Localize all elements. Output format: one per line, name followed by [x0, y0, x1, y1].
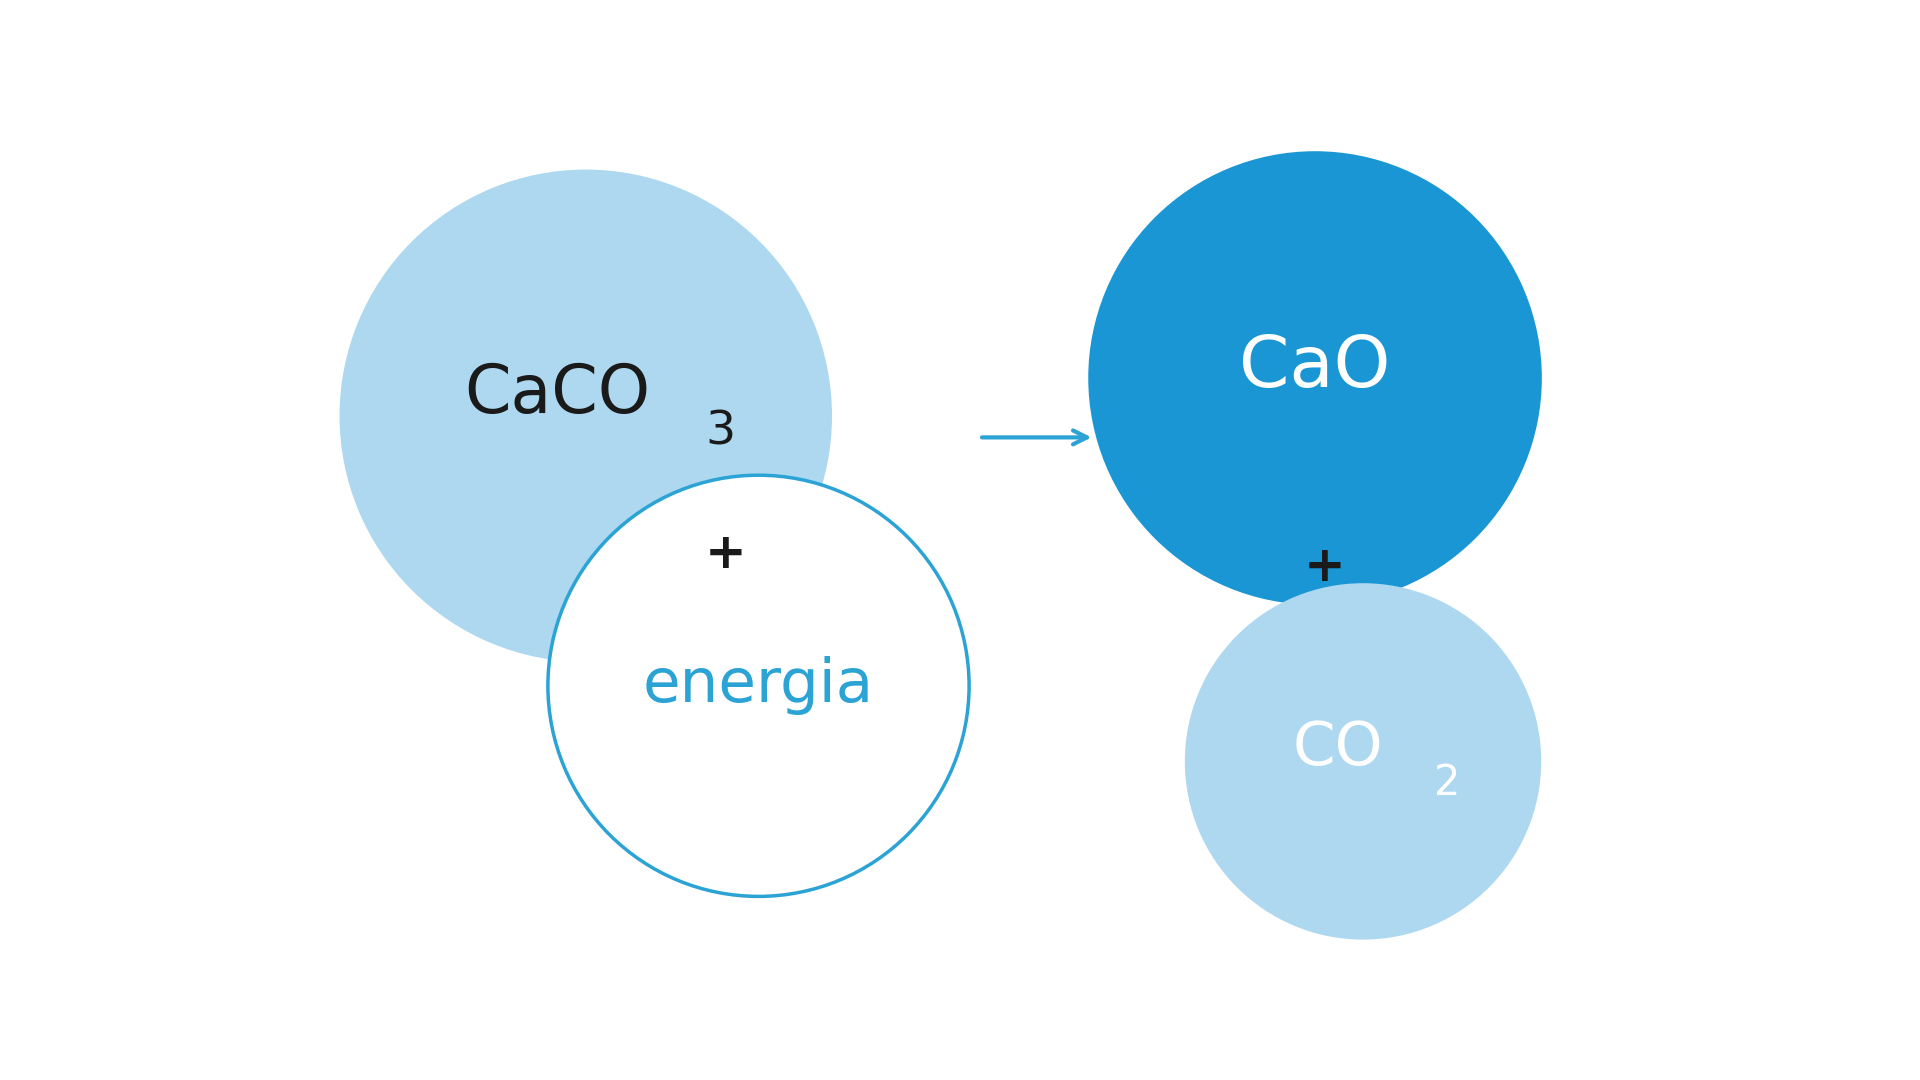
Text: 2: 2 — [1434, 762, 1461, 804]
Text: +: + — [705, 530, 747, 578]
Text: CaCO: CaCO — [465, 361, 651, 428]
Circle shape — [1089, 151, 1542, 605]
Circle shape — [340, 170, 831, 662]
Text: energia: energia — [643, 657, 874, 715]
Text: CO: CO — [1292, 719, 1384, 778]
Circle shape — [547, 475, 970, 896]
Text: CaO: CaO — [1238, 333, 1390, 402]
Circle shape — [1185, 583, 1542, 940]
Text: 3: 3 — [705, 409, 735, 455]
Text: +: + — [1304, 543, 1346, 591]
